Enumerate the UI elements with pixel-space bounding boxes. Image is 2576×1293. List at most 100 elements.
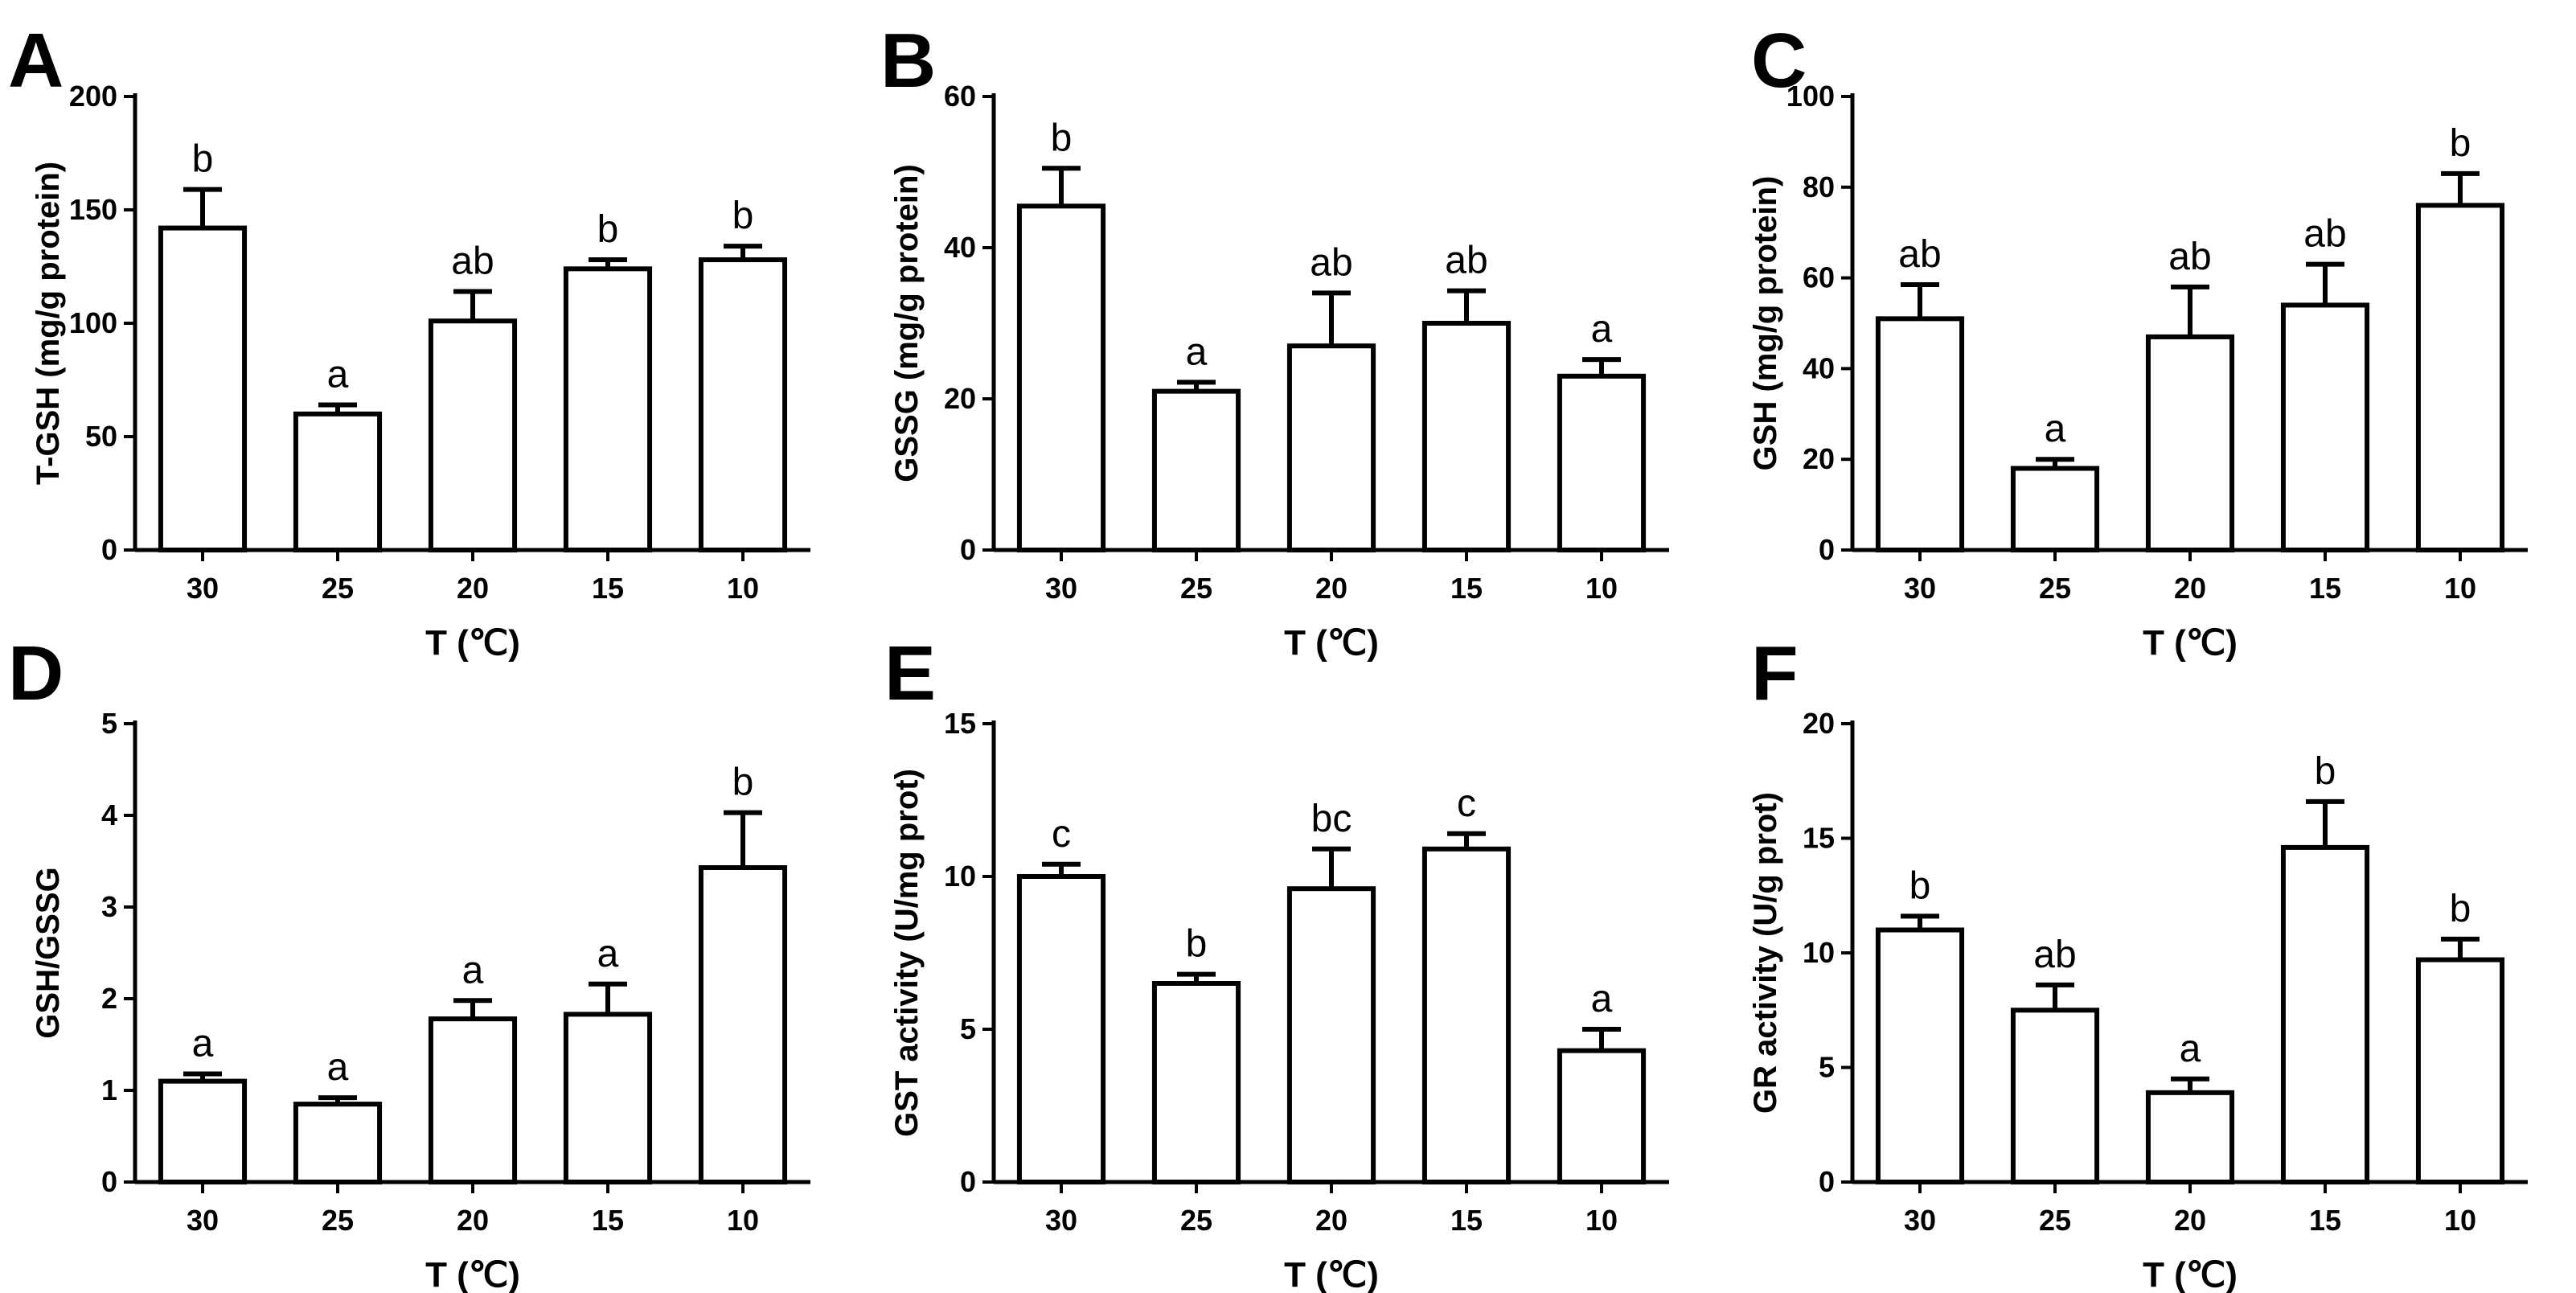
x-tick-label: 25 — [322, 572, 354, 605]
bar-25 — [293, 411, 383, 552]
x-tick-label: 20 — [2174, 572, 2206, 605]
bar-15 — [563, 1012, 653, 1184]
y-tick-label: 60 — [1803, 261, 1835, 294]
bar-25 — [1151, 388, 1241, 552]
significance-label: ab — [451, 240, 494, 283]
panel-label: C — [1751, 18, 1807, 104]
y-tick-label: 5 — [960, 1012, 976, 1045]
significance-label: a — [2045, 408, 2066, 450]
panel-b: B 0 20 40 60 GSSG (mg/g protein) b 30 a 25 ab 20 ab 1… — [880, 18, 1669, 663]
x-axis-title: T (℃) — [1284, 623, 1379, 663]
y-tick-label: 5 — [101, 707, 117, 740]
panel-d: D 0 1 2 3 4 5 GSH/GSSG a 30 a 25 a 20 a 15 b 10 T (℃) — [8, 630, 810, 1293]
bar-20 — [2145, 1090, 2235, 1184]
y-axis-title: GSH (mg/g protein) — [1748, 176, 1783, 471]
y-tick-label: 150 — [69, 193, 117, 226]
y-tick-label: 10 — [1803, 936, 1835, 969]
y-tick-label: 5 — [1819, 1051, 1835, 1084]
y-axis-title: GSSG (mg/g protein) — [889, 164, 925, 482]
bar-15 — [1421, 321, 1512, 552]
x-axis-title: T (℃) — [1284, 1255, 1379, 1293]
bar-25 — [1151, 981, 1241, 1184]
y-tick-label: 10 — [944, 860, 976, 893]
significance-label: b — [1186, 923, 1208, 966]
bar-15 — [2280, 844, 2370, 1185]
bar-20 — [1286, 343, 1376, 553]
significance-label: b — [2450, 122, 2471, 165]
x-tick-label: 15 — [592, 1204, 624, 1237]
y-tick-label: 0 — [960, 533, 976, 566]
y-tick-label: 2 — [101, 982, 117, 1015]
x-axis-title: T (℃) — [425, 1255, 520, 1293]
significance-label: a — [1591, 978, 1613, 1020]
panel-e: E 0 5 10 15 GST activity (U/mg prot) c 30 b 25 bc 2… — [884, 630, 1669, 1293]
y-axis-title: GSH/GSSG — [31, 867, 66, 1038]
x-axis-title: T (℃) — [2143, 623, 2238, 663]
x-tick-label: 30 — [187, 572, 219, 605]
x-axis-title: T (℃) — [2143, 1255, 2238, 1293]
y-tick-label: 0 — [101, 1165, 117, 1198]
panel-f: F 0 5 10 15 20 GR activity (U/g prot) b 30 ab 25 a 2… — [1748, 630, 2528, 1293]
x-tick-label: 25 — [2039, 1204, 2071, 1237]
panel-a: A 0 50 100 150 200 T-GSH (mg/g protein) b 30 a 25 a… — [8, 18, 810, 663]
significance-label: ab — [1310, 241, 1352, 284]
bar-30 — [1016, 874, 1106, 1184]
x-tick-label: 15 — [2309, 572, 2341, 605]
y-tick-label: 20 — [944, 382, 976, 415]
panel-label: E — [884, 630, 936, 716]
significance-label: bc — [1311, 798, 1352, 840]
x-tick-label: 10 — [2444, 572, 2476, 605]
panel-label: B — [880, 18, 936, 104]
y-tick-label: 40 — [944, 231, 976, 264]
y-tick-label: 0 — [1819, 1165, 1835, 1198]
significance-label: b — [2315, 750, 2336, 793]
bar-10 — [698, 257, 788, 552]
y-tick-label: 15 — [944, 707, 976, 740]
x-tick-label: 10 — [727, 1204, 759, 1237]
bar-15 — [1421, 846, 1512, 1185]
bar-25 — [2010, 466, 2100, 552]
x-tick-label: 15 — [2309, 1204, 2341, 1237]
x-tick-label: 25 — [2039, 572, 2071, 605]
significance-label: b — [1051, 117, 1073, 159]
panel-label: F — [1751, 630, 1799, 716]
significance-label: ab — [1445, 240, 1487, 282]
panel-label: A — [8, 18, 64, 104]
significance-label: c — [1052, 813, 1071, 856]
significance-label: a — [1591, 308, 1613, 351]
significance-label: b — [192, 138, 214, 181]
bar-30 — [1016, 203, 1106, 552]
y-axis-title: GST activity (U/mg prot) — [889, 769, 925, 1137]
y-axis-title: GR activity (U/g prot) — [1748, 792, 1783, 1114]
bar-20 — [428, 318, 518, 552]
significance-label: ab — [2303, 213, 2346, 256]
bar-20 — [428, 1016, 518, 1184]
significance-label: b — [732, 195, 754, 237]
y-tick-label: 20 — [1803, 442, 1835, 475]
y-tick-label: 100 — [69, 306, 117, 339]
panel-c: C 0 20 40 60 80 100 GSH (mg/g protein) ab 30 a 25 ab… — [1748, 18, 2528, 663]
x-tick-label: 20 — [2174, 1204, 2206, 1237]
significance-label: a — [327, 354, 349, 396]
y-tick-label: 0 — [1819, 533, 1835, 566]
y-tick-label: 15 — [1803, 822, 1835, 855]
x-tick-label: 30 — [187, 1204, 219, 1237]
bar-10 — [2415, 957, 2505, 1185]
x-tick-label: 10 — [727, 572, 759, 605]
x-tick-label: 15 — [1450, 572, 1483, 605]
x-tick-label: 15 — [592, 572, 624, 605]
x-tick-label: 30 — [1904, 572, 1936, 605]
x-tick-label: 10 — [1585, 1204, 1618, 1237]
y-tick-label: 20 — [1803, 707, 1835, 740]
x-tick-label: 20 — [457, 1204, 489, 1237]
x-tick-label: 10 — [1585, 572, 1618, 605]
y-tick-label: 4 — [101, 798, 117, 831]
bar-10 — [2415, 203, 2505, 553]
bar-10 — [698, 864, 788, 1184]
x-axis-title: T (℃) — [425, 623, 520, 663]
significance-label: a — [462, 949, 484, 991]
bar-30 — [1875, 316, 1965, 552]
significance-label: a — [597, 933, 619, 975]
bar-25 — [2010, 1008, 2100, 1184]
y-tick-label: 100 — [1786, 80, 1835, 113]
